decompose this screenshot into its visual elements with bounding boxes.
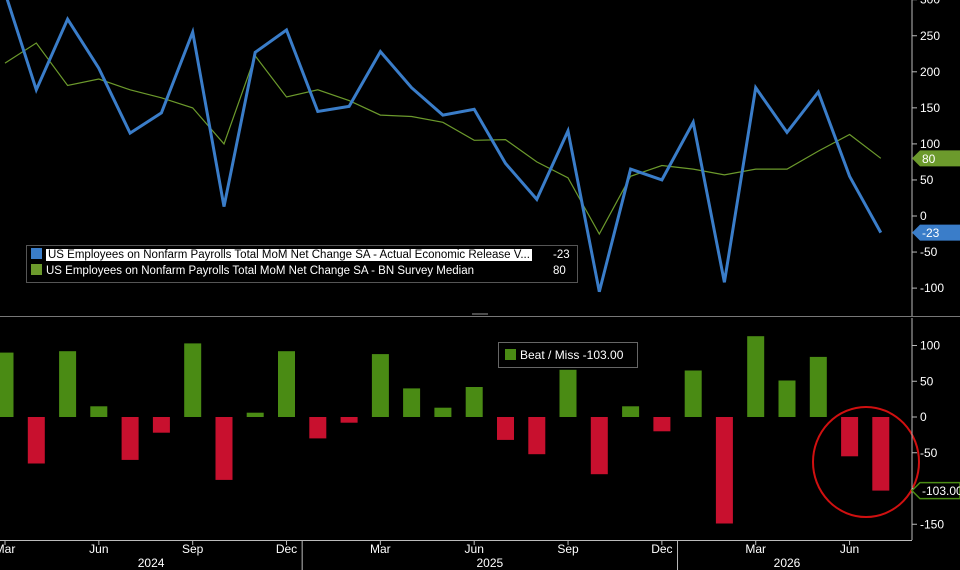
- beat-miss-bar: [465, 387, 483, 417]
- beat-miss-bar: [715, 417, 733, 524]
- bottom-y-tick-label: 50: [920, 374, 934, 388]
- beat-miss-swatch: [505, 349, 516, 360]
- beat-miss-bar: [559, 369, 577, 417]
- actual-tag-text: -23: [922, 226, 940, 240]
- top-y-tick-label: 250: [920, 29, 940, 43]
- beat-miss-bar: [872, 417, 890, 491]
- legend-swatch-actual: [31, 248, 42, 259]
- legend-label-actual: US Employees on Nonfarm Payrolls Total M…: [46, 249, 532, 261]
- year-label: 2024: [138, 556, 165, 570]
- beat-miss-bar: [778, 380, 796, 417]
- x-tick-label: Jun: [465, 542, 484, 556]
- top-y-tick-label: 0: [920, 209, 927, 223]
- actual-tag: -23: [912, 224, 960, 241]
- bottom-y-tick-label: 0: [920, 410, 927, 424]
- actual-tag-shape: [912, 224, 960, 241]
- beat-miss-bar: [340, 417, 358, 423]
- beat-miss-bar: [497, 417, 514, 440]
- beat-miss-bar: [90, 406, 108, 417]
- beat-miss-bar: [309, 417, 327, 439]
- top-panel: [4, 0, 883, 293]
- beatmiss-tag-shape: [910, 481, 960, 500]
- top-y-tick-label: 300: [920, 0, 940, 7]
- top-y-tick-label: 150: [920, 101, 940, 115]
- beat-miss-bar: [747, 336, 765, 417]
- beat-miss-bar: [403, 388, 421, 417]
- beat-miss-bar: [0, 352, 14, 417]
- beat-miss-bar: [59, 351, 77, 417]
- beat-miss-label: Beat / Miss -103.00: [520, 348, 624, 362]
- beat-miss-bar: [528, 417, 546, 455]
- highlight-circle: [812, 406, 920, 518]
- beat-miss-bar: [278, 351, 295, 417]
- x-tick-label: Jun: [840, 542, 859, 556]
- beat-miss-legend: Beat / Miss -103.00: [498, 342, 638, 368]
- beat-miss-bar: [434, 407, 452, 417]
- legend-swatch-median: [31, 264, 42, 275]
- bottom-y-tick-label: -50: [920, 446, 938, 460]
- legend-item-median[interactable]: US Employees on Nonfarm Payrolls Total M…: [31, 263, 566, 279]
- beat-miss-bar: [27, 417, 45, 464]
- beat-miss-bar: [246, 412, 264, 417]
- bottom-y-tick-label: 100: [920, 339, 940, 353]
- value-tags: 80 -23 -103.00: [910, 150, 960, 500]
- legend: US Employees on Nonfarm Payrolls Total M…: [26, 245, 578, 283]
- x-tick-label: Mar: [0, 542, 15, 556]
- x-tick-label: Sep: [557, 542, 579, 556]
- year-label: 2025: [476, 556, 503, 570]
- beat-miss-bar: [841, 417, 859, 457]
- x-tick-label: Jun: [89, 542, 108, 556]
- legend-item-actual[interactable]: US Employees on Nonfarm Payrolls Total M…: [31, 247, 570, 263]
- x-tick-label: Sep: [182, 542, 204, 556]
- beat-miss-bar: [653, 417, 671, 432]
- beatmiss-tag-text: -103.00: [922, 484, 960, 498]
- top-y-tick-label: 200: [920, 65, 940, 79]
- beat-miss-bar: [684, 370, 702, 417]
- median-tag: 80: [912, 150, 960, 167]
- beat-miss-bar: [215, 417, 233, 480]
- beat-miss-bar: [809, 356, 827, 417]
- legend-value-median: 80: [553, 265, 566, 277]
- x-tick-label: Mar: [370, 542, 391, 556]
- beat-miss-bar: [371, 354, 389, 417]
- survey-median-line: [4, 42, 882, 236]
- beat-miss-bar: [121, 417, 139, 460]
- bottom-y-tick-label: -150: [920, 517, 944, 531]
- x-tick-label: Mar: [745, 542, 766, 556]
- beat-miss-bar: [622, 406, 640, 417]
- bottom-panel: [0, 336, 920, 524]
- top-y-tick-label: 50: [920, 173, 934, 187]
- beat-miss-bar: [590, 417, 608, 475]
- top-y-tick-label: -100: [920, 281, 944, 295]
- beatmiss-tag: -103.00: [910, 481, 960, 500]
- median-tag-shape: [912, 150, 960, 167]
- legend-value-actual: -23: [553, 249, 570, 261]
- top-y-tick-label: -50: [920, 245, 938, 259]
- legend-label-median: US Employees on Nonfarm Payrolls Total M…: [46, 265, 475, 277]
- x-tick-label: Dec: [276, 542, 297, 556]
- median-tag-text: 80: [922, 152, 936, 166]
- beat-miss-bar: [184, 343, 202, 417]
- beat-miss-bar: [152, 417, 170, 433]
- year-label: 2026: [774, 556, 801, 570]
- top-y-tick-label: 100: [920, 137, 940, 151]
- actual-release-line: [5, 0, 883, 293]
- x-tick-label: Dec: [651, 542, 672, 556]
